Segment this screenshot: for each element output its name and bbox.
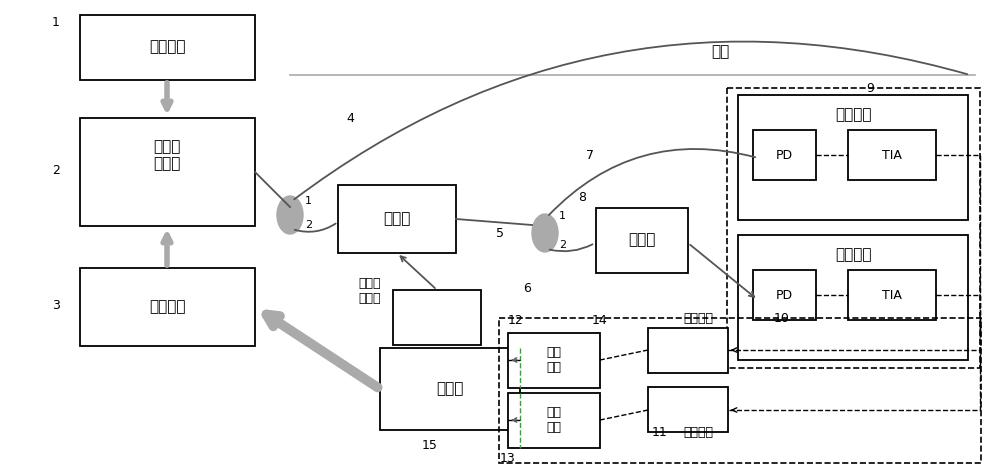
Text: PD: PD: [775, 148, 793, 161]
Text: 2: 2: [52, 164, 60, 177]
FancyBboxPatch shape: [648, 328, 728, 373]
Text: 放大电路: 放大电路: [683, 312, 713, 325]
Text: 7: 7: [586, 148, 594, 161]
FancyBboxPatch shape: [338, 185, 456, 253]
Text: 驱动电路: 驱动电路: [149, 299, 185, 314]
Text: 14: 14: [592, 313, 608, 326]
Text: 4: 4: [346, 112, 354, 125]
FancyBboxPatch shape: [848, 130, 936, 180]
Text: 标准具: 标准具: [628, 232, 656, 247]
FancyBboxPatch shape: [848, 270, 936, 320]
FancyBboxPatch shape: [648, 387, 728, 432]
Text: 移频器: 移频器: [383, 212, 411, 226]
Text: 8: 8: [578, 191, 586, 204]
Text: 6: 6: [523, 281, 531, 294]
Text: TIA: TIA: [882, 148, 902, 161]
FancyBboxPatch shape: [80, 118, 255, 226]
Text: 11: 11: [652, 425, 668, 438]
Ellipse shape: [277, 196, 303, 234]
Text: 13: 13: [500, 452, 516, 465]
FancyBboxPatch shape: [508, 333, 600, 388]
Text: 放大电路: 放大电路: [683, 425, 713, 438]
Text: 温控电路: 温控电路: [149, 40, 185, 54]
Text: 功率探测: 功率探测: [835, 247, 871, 263]
FancyBboxPatch shape: [393, 290, 481, 345]
Text: 12: 12: [508, 313, 524, 326]
Text: 窄线宽
激光器: 窄线宽 激光器: [153, 139, 181, 171]
Text: 模数
转换: 模数 转换: [546, 346, 562, 374]
Text: 1: 1: [52, 15, 60, 28]
Text: 微波源: 微波源: [358, 292, 380, 305]
Text: 9: 9: [866, 81, 874, 94]
Text: 1: 1: [559, 211, 566, 221]
Text: 15: 15: [422, 438, 438, 452]
Text: 功率探测: 功率探测: [835, 107, 871, 122]
Text: 输出: 输出: [711, 45, 729, 60]
Text: TIA: TIA: [882, 288, 902, 301]
FancyBboxPatch shape: [753, 270, 816, 320]
FancyBboxPatch shape: [80, 268, 255, 346]
Text: 2: 2: [559, 240, 566, 250]
Text: 3: 3: [52, 299, 60, 312]
FancyBboxPatch shape: [380, 348, 520, 430]
Ellipse shape: [532, 214, 558, 252]
FancyBboxPatch shape: [80, 15, 255, 80]
Text: 1: 1: [305, 196, 312, 206]
FancyBboxPatch shape: [738, 95, 968, 220]
Text: 模数
转换: 模数 转换: [546, 406, 562, 434]
Text: 5: 5: [496, 226, 504, 239]
Text: 2: 2: [305, 220, 312, 230]
FancyBboxPatch shape: [753, 130, 816, 180]
Text: 10: 10: [774, 312, 790, 325]
Text: 单片机: 单片机: [436, 381, 464, 397]
FancyBboxPatch shape: [508, 393, 600, 448]
Text: 可调谐: 可调谐: [358, 277, 380, 290]
FancyBboxPatch shape: [738, 235, 968, 360]
Text: PD: PD: [775, 288, 793, 301]
FancyBboxPatch shape: [596, 208, 688, 273]
